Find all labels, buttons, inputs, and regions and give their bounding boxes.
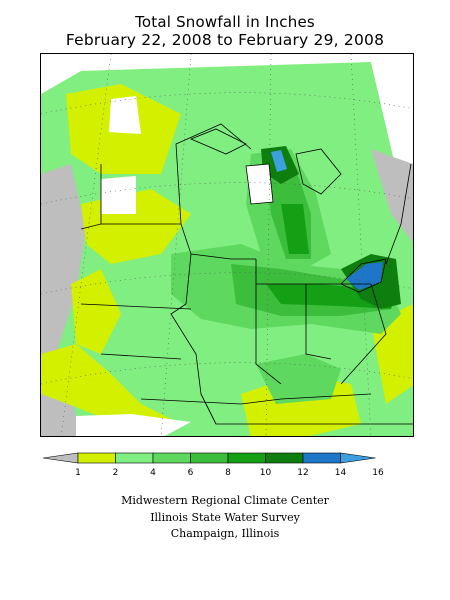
blue-zone-mi-north (271, 150, 287, 172)
legend-swatch-below-1 (42, 452, 79, 464)
legend-tick-label: 6 (188, 468, 194, 478)
legend-tick-label: 2 (113, 468, 119, 478)
blue-zone-lake-erie (346, 262, 383, 290)
gray-zone-west (41, 164, 86, 354)
legend-tick-label: 14 (335, 468, 347, 478)
no-data-lake-michigan (246, 164, 273, 204)
snowfall-map (40, 53, 414, 437)
credit-line-location: Champaign, Illinois (170, 527, 280, 540)
yellow-zone-west (71, 269, 121, 354)
state-borders (80, 123, 413, 425)
no-data-south (76, 414, 191, 436)
lake-outlines (189, 128, 387, 293)
legend-swatch-5 (227, 452, 266, 464)
no-data-north-2 (101, 176, 136, 214)
legend-swatch-6 (265, 452, 304, 464)
green-4-zone-south (256, 354, 341, 404)
legend-tick-label: 16 (372, 468, 384, 478)
legend-swatch-3 (152, 452, 191, 464)
no-data-north-1 (109, 96, 141, 134)
legend-swatch-4 (190, 452, 229, 464)
yellow-zone-southwest (41, 344, 171, 429)
credit-line-org: Midwestern Regional Climate Center (121, 494, 329, 507)
green-8-zone-mi (281, 204, 309, 254)
legend-swatch-above-16 (340, 452, 376, 464)
map-title: Total Snowfall in Inches (135, 13, 315, 31)
legend-swatch-7 (302, 452, 341, 464)
legend-tick-label: 12 (297, 468, 308, 478)
legend-swatch-2 (115, 452, 154, 464)
legend-tick-label: 10 (260, 468, 272, 478)
credit-line-survey: Illinois State Water Survey (150, 511, 300, 524)
legend-tick-label: 8 (225, 468, 231, 478)
gray-zone-ne (371, 149, 413, 242)
snowfall-legend: 1 2 4 6 8 10 12 14 16 (42, 452, 384, 478)
lat-lon-grid (41, 54, 413, 436)
map-subtitle-date-range: February 22, 2008 to February 29, 2008 (65, 31, 385, 49)
legend-swatch-1 (77, 452, 116, 464)
map-outside-left (41, 54, 81, 94)
legend-tick-label: 4 (150, 468, 156, 478)
legend-tick-label: 1 (75, 468, 81, 478)
